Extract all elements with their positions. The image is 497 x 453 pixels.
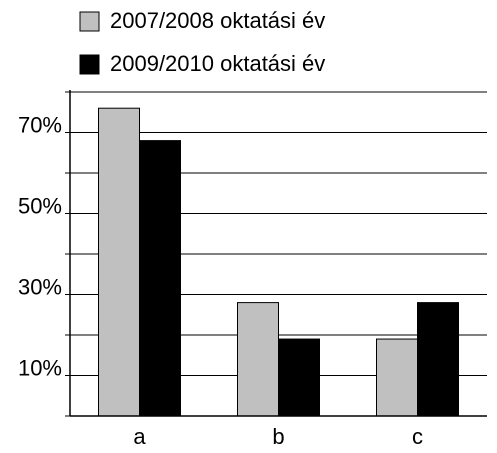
y-tick-label: 70% <box>18 112 62 137</box>
bar <box>98 107 140 417</box>
legend-label: 2007/2008 oktatási év <box>110 8 325 33</box>
x-tick-label: b <box>272 424 284 449</box>
x-tick-label: a <box>133 424 146 449</box>
x-tick-label: c <box>412 424 423 449</box>
legend-swatch <box>79 54 100 75</box>
bar <box>237 302 279 417</box>
bar <box>376 338 418 417</box>
y-tick-label: 10% <box>18 355 62 380</box>
legend-swatch <box>79 11 100 32</box>
bar <box>139 140 181 417</box>
legend-label: 2009/2010 oktatási év <box>110 51 325 76</box>
bar <box>417 302 459 417</box>
bar <box>278 338 320 417</box>
y-tick-label: 30% <box>18 274 62 299</box>
y-tick-label: 50% <box>18 193 62 218</box>
